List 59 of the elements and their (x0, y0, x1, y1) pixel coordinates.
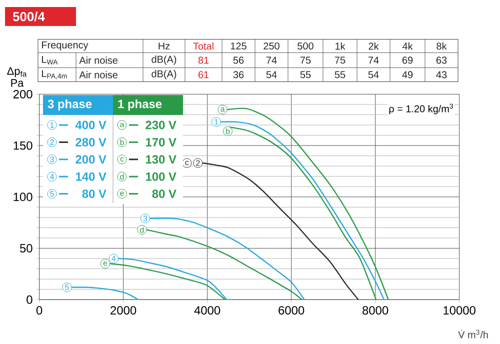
text: dB(A) (152, 70, 176, 80)
text: Frequency (42, 42, 88, 50)
text: 63 (436, 56, 447, 64)
text: 125 (230, 42, 246, 50)
text: 69 (402, 56, 413, 64)
text: Total (193, 42, 214, 50)
x-tick-label: 8000 (362, 306, 388, 315)
x-tick-label: 4000 (194, 306, 220, 315)
y-tick-label: 50 (20, 244, 32, 252)
chart-title: 500/4 (12, 12, 45, 22)
text: Air noise (79, 56, 118, 64)
y-tick-label: 100 (14, 192, 32, 202)
text: 75 (300, 56, 311, 64)
x-tick-label: 0 (36, 306, 42, 315)
annotation: 1 phase (118, 99, 162, 111)
text: 2k (368, 42, 379, 50)
legend-label: 80 V (152, 190, 176, 198)
y-axis-title: Δp$_{fa}$ Pa (7, 67, 27, 87)
text: 56 (233, 56, 244, 64)
text: dB(A) (152, 56, 176, 65)
text: 500 (298, 42, 314, 50)
text: 74 (266, 56, 277, 64)
legend-label: 100 V (146, 172, 176, 181)
text: Air noise (79, 71, 118, 78)
text: 250 (264, 42, 280, 50)
y-tick-label: 150 (14, 141, 32, 150)
annotation: 3 phase (48, 99, 92, 111)
text: 75 (334, 56, 346, 64)
text: 43 (436, 71, 447, 78)
text: L$_{WA}$ (42, 56, 58, 64)
text: 54 (266, 71, 277, 78)
x-tick-label: 10000 (444, 306, 476, 315)
legend-label: 200 V (76, 155, 106, 164)
text: 1k (336, 42, 346, 50)
text: Hz (158, 42, 170, 50)
legend-label: 170 V (146, 138, 176, 146)
text: 81 (198, 56, 209, 64)
legend-label: 400 V (75, 120, 106, 130)
text: 55 (300, 71, 311, 78)
text: 55 (334, 71, 346, 78)
annotation: 130 V (146, 155, 176, 164)
legend-label: 80 V (82, 190, 106, 198)
text: 74 (368, 56, 379, 64)
text: L$_{PA,4m}$ (42, 70, 67, 80)
text: 49 (402, 71, 413, 78)
legend-label: 280 V (76, 138, 106, 146)
x-axis-title: V̇ m$^{3}$/h (458, 330, 488, 338)
legend-label: 230 V (146, 120, 176, 130)
text: 4k (402, 42, 413, 50)
text: 36 (233, 71, 244, 78)
text: 8k (436, 42, 447, 50)
y-tick-label: 0 (26, 295, 32, 304)
legend-label: 140 V (76, 172, 106, 181)
x-tick-label: 2000 (110, 306, 136, 315)
text: 54 (368, 71, 379, 78)
annotation: ρ = 1.20 kg/m$^{3}$ (389, 104, 453, 114)
y-tick-label: 200 (13, 90, 32, 98)
x-tick-label: 6000 (278, 306, 304, 315)
text: 61 (198, 71, 209, 78)
